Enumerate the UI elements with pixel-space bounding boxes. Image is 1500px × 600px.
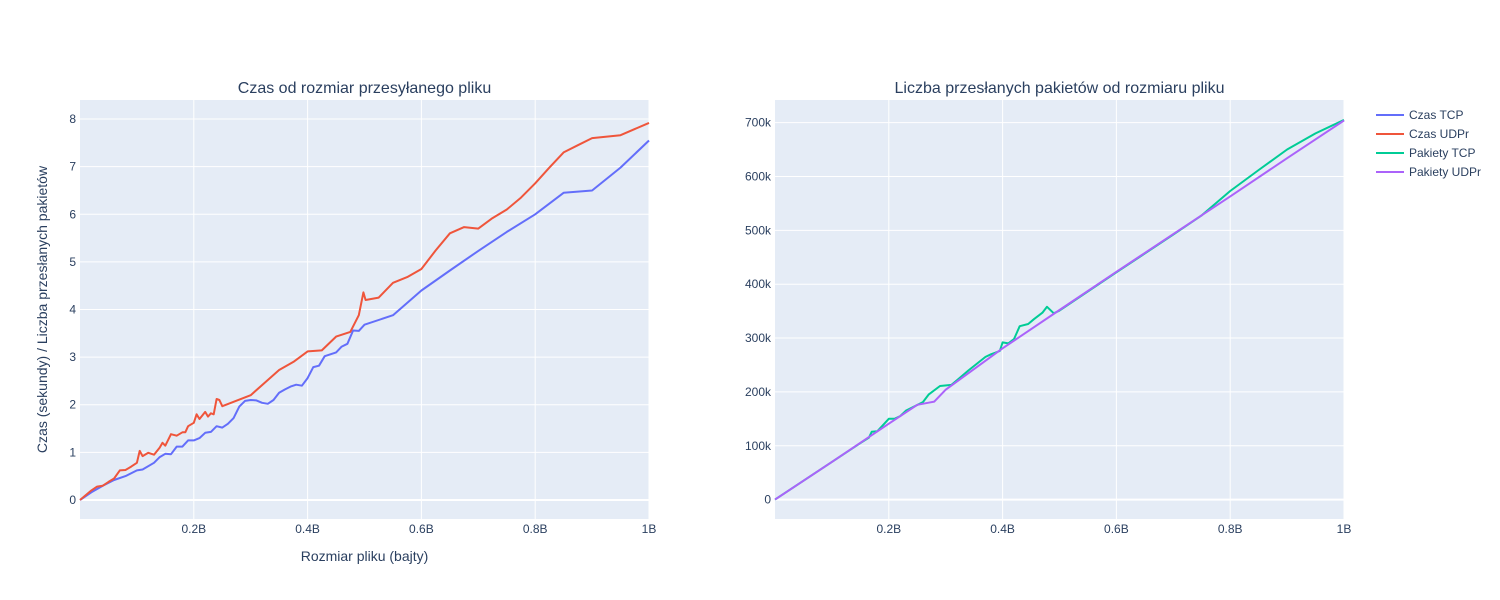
- legend-label: Czas UDPr: [1409, 127, 1469, 141]
- x-tick-label: 0.2B: [181, 522, 206, 536]
- x-tick-label: 0.4B: [990, 522, 1015, 536]
- x-tick-label: 0.8B: [523, 522, 548, 536]
- y-tick-label: 8: [69, 112, 76, 126]
- x-tick-label: 0.6B: [409, 522, 434, 536]
- y-tick-label: 7: [69, 160, 76, 174]
- x-axis-title: Rozmiar pliku (bajty): [301, 548, 429, 564]
- y-tick-label: 1: [69, 445, 76, 459]
- gridlines: [80, 100, 650, 519]
- legend-item[interactable]: Pakiety TCP: [1376, 146, 1475, 160]
- y-tick-label: 200k: [745, 385, 772, 399]
- y-tick-label: 5: [69, 255, 76, 269]
- x-axis-ticks: 0.2B 0.4B 0.6B 0.8B 1B: [181, 522, 656, 536]
- x-tick-label: 0.6B: [1104, 522, 1129, 536]
- legend-label: Pakiety UDPr: [1409, 165, 1481, 179]
- legend-label: Czas TCP: [1409, 108, 1463, 122]
- y-tick-label: 4: [69, 303, 76, 317]
- y-axis-title: Czas (sekundy) / Liczba przesłanych paki…: [34, 165, 50, 453]
- series-lines: [774, 118, 1345, 501]
- x-tick-label: 1B: [1337, 522, 1352, 536]
- chart-time-vs-file-size: 0.2B 0.4B 0.6B 0.8B 1B 0 1 2 3 4 5 6 7 8 Czas od roz…: [34, 80, 656, 564]
- legend-item[interactable]: Czas UDPr: [1376, 127, 1469, 141]
- series-line-czas-udpr: [79, 121, 650, 501]
- series-line-czas-tcp: [79, 139, 650, 501]
- y-tick-label: 0: [69, 493, 76, 507]
- y-axis-ticks: 0 1 2 3 4 5 6 7 8: [69, 112, 76, 507]
- y-tick-label: 500k: [745, 223, 772, 237]
- chart-title: Liczba przesłanych pakietów od rozmiaru …: [895, 80, 1225, 97]
- x-tick-label: 0.4B: [295, 522, 320, 536]
- gridlines: [775, 100, 1345, 519]
- y-tick-label: 3: [69, 350, 76, 364]
- y-tick-label: 6: [69, 207, 76, 221]
- legend-item[interactable]: Pakiety UDPr: [1376, 165, 1481, 179]
- y-tick-label: 600k: [745, 169, 772, 183]
- y-tick-label: 2: [69, 398, 76, 412]
- series-lines: [79, 121, 650, 501]
- series-line-pakiety-udpr: [774, 119, 1345, 501]
- legend: Czas TCP Czas UDPr Pakiety TCP Pakiety UDPr: [1376, 108, 1481, 179]
- y-axis-ticks: 0 100k 200k 300k 400k 500k 600k 700k: [745, 116, 772, 507]
- y-tick-label: 100k: [745, 439, 772, 453]
- y-tick-label: 0: [764, 493, 771, 507]
- y-tick-label: 300k: [745, 331, 772, 345]
- x-tick-label: 1B: [642, 522, 657, 536]
- legend-item[interactable]: Czas TCP: [1376, 108, 1463, 122]
- y-tick-label: 700k: [745, 116, 772, 130]
- legend-label: Pakiety TCP: [1409, 146, 1475, 160]
- x-tick-label: 0.8B: [1218, 522, 1243, 536]
- chart-title: Czas od rozmiar przesyłanego pliku: [238, 80, 491, 97]
- y-tick-label: 400k: [745, 277, 772, 291]
- x-tick-label: 0.2B: [876, 522, 901, 536]
- x-axis-ticks: 0.2B 0.4B 0.6B 0.8B 1B: [876, 522, 1351, 536]
- chart-packets-vs-file-size: 0.2B 0.4B 0.6B 0.8B 1B 0 100k 200k 300k 400k 500k…: [745, 80, 1351, 536]
